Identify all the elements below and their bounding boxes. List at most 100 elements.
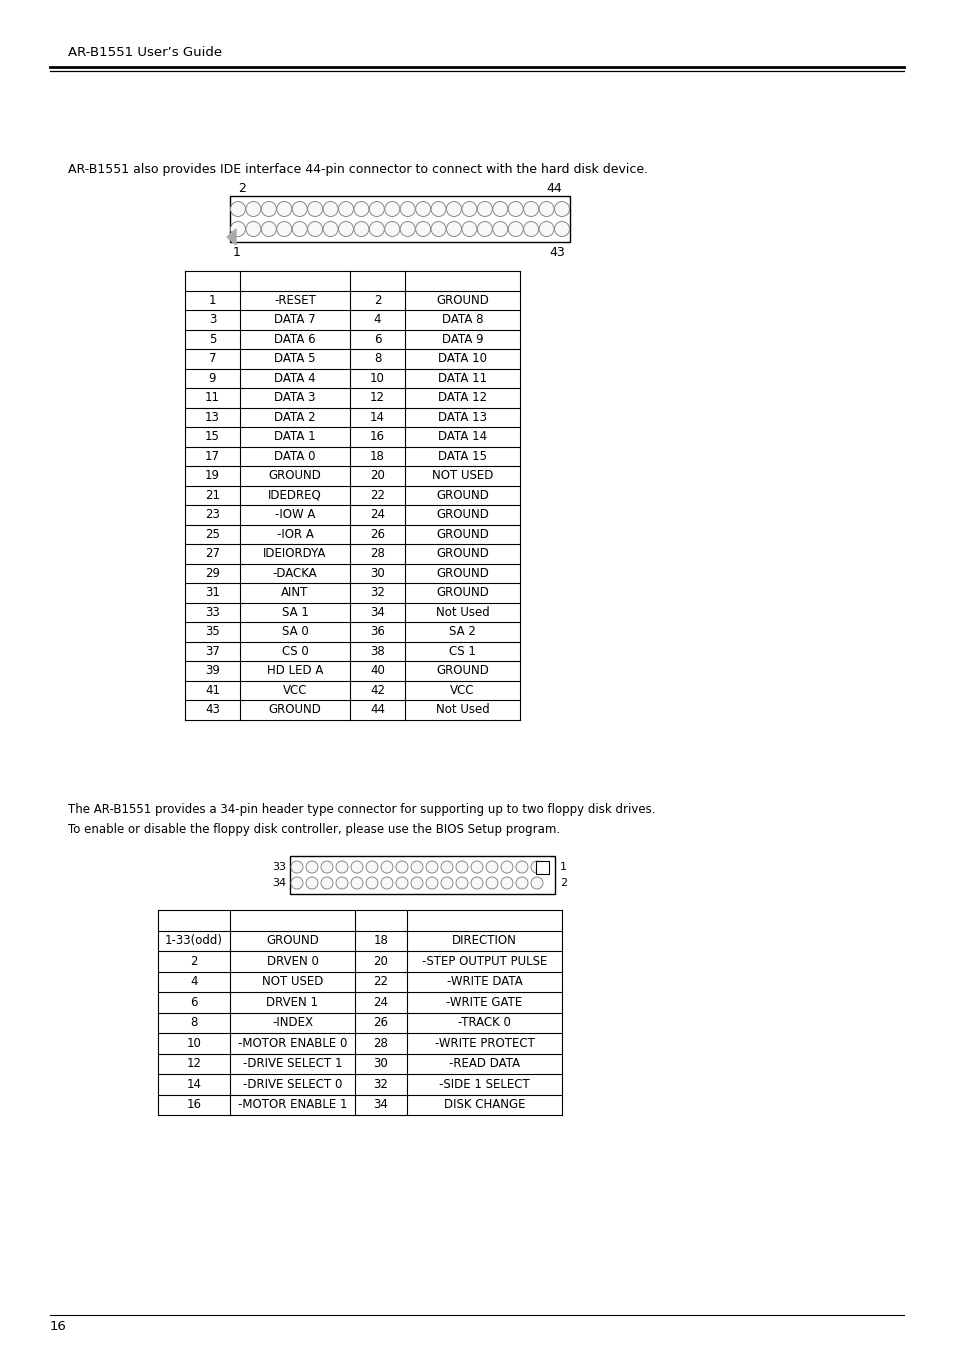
Text: 13: 13 [205,411,220,424]
Text: DRVEN 0: DRVEN 0 [266,955,318,967]
Text: GROUND: GROUND [269,469,321,482]
Circle shape [335,861,348,873]
Text: GROUND: GROUND [436,489,489,501]
Circle shape [523,201,538,216]
Circle shape [306,861,317,873]
Text: 16: 16 [186,1098,201,1112]
Text: 43: 43 [549,246,564,258]
Circle shape [538,201,554,216]
Circle shape [384,201,399,216]
Text: DATA 2: DATA 2 [274,411,315,424]
Circle shape [369,222,384,236]
Text: GROUND: GROUND [269,704,321,716]
Circle shape [306,877,317,889]
Circle shape [291,861,303,873]
Text: CS 1: CS 1 [449,644,476,658]
Text: IDEDREQ: IDEDREQ [268,489,321,501]
Circle shape [338,201,354,216]
Text: 20: 20 [374,955,388,967]
Text: 30: 30 [374,1058,388,1070]
Circle shape [400,201,415,216]
Circle shape [380,861,393,873]
Circle shape [276,222,292,236]
Circle shape [395,861,408,873]
Text: DATA 6: DATA 6 [274,332,315,346]
Text: 17: 17 [205,450,220,463]
Text: 36: 36 [370,626,384,638]
Text: GROUND: GROUND [436,665,489,677]
Circle shape [476,201,492,216]
Text: DATA 14: DATA 14 [437,430,487,443]
Text: 33: 33 [205,605,219,619]
Text: 9: 9 [209,372,216,385]
Circle shape [538,222,554,236]
Text: GROUND: GROUND [436,528,489,540]
Text: DATA 9: DATA 9 [441,332,483,346]
Text: 8: 8 [374,353,381,365]
Circle shape [338,222,354,236]
Circle shape [471,877,482,889]
Text: 22: 22 [370,489,385,501]
Text: 1: 1 [559,862,566,871]
Text: 22: 22 [374,975,388,988]
Text: -WRITE DATA: -WRITE DATA [446,975,522,988]
Text: 34: 34 [370,605,384,619]
Text: 31: 31 [205,586,220,600]
Text: -TRACK 0: -TRACK 0 [457,1016,511,1029]
Text: DATA 13: DATA 13 [437,411,486,424]
Text: -SIDE 1 SELECT: -SIDE 1 SELECT [438,1078,529,1090]
Text: 6: 6 [374,332,381,346]
Text: 14: 14 [186,1078,201,1090]
Circle shape [471,861,482,873]
Text: 1: 1 [233,246,240,258]
Text: Not Used: Not Used [436,605,489,619]
Text: 4: 4 [374,313,381,326]
Text: DATA 10: DATA 10 [437,353,486,365]
Text: 34: 34 [272,878,286,888]
Text: GROUND: GROUND [436,293,489,307]
Circle shape [493,201,507,216]
Circle shape [335,877,348,889]
Text: SA 0: SA 0 [281,626,308,638]
Bar [290,857,555,894]
Text: 1: 1 [209,293,216,307]
Circle shape [292,222,307,236]
Text: DATA 4: DATA 4 [274,372,315,385]
Text: 18: 18 [374,935,388,947]
Text: 16: 16 [370,430,385,443]
Text: 40: 40 [370,665,384,677]
Text: GROUND: GROUND [436,567,489,580]
Circle shape [411,877,422,889]
Text: SA 2: SA 2 [449,626,476,638]
Text: -INDEX: -INDEX [272,1016,313,1029]
Circle shape [261,222,276,236]
Circle shape [416,222,430,236]
Circle shape [354,201,369,216]
Text: -IOW A: -IOW A [274,508,314,521]
Text: 10: 10 [370,372,384,385]
Circle shape [246,201,261,216]
Circle shape [323,222,337,236]
Text: 38: 38 [370,644,384,658]
Circle shape [485,877,497,889]
Text: 37: 37 [205,644,220,658]
Text: 2: 2 [374,293,381,307]
Text: 41: 41 [205,684,220,697]
Text: DATA 11: DATA 11 [437,372,487,385]
Circle shape [411,861,422,873]
Circle shape [323,201,337,216]
Circle shape [508,201,522,216]
Circle shape [354,222,369,236]
Circle shape [261,201,276,216]
Text: -RESET: -RESET [274,293,315,307]
Text: The AR-B1551 provides a 34-pin header type connector for supporting up to two fl: The AR-B1551 provides a 34-pin header ty… [68,804,655,816]
Circle shape [531,877,542,889]
Text: CS 0: CS 0 [281,644,308,658]
Circle shape [554,222,569,236]
Text: 2: 2 [559,878,566,888]
Text: 14: 14 [370,411,385,424]
Circle shape [508,222,522,236]
Circle shape [516,861,527,873]
Text: -MOTOR ENABLE 0: -MOTOR ENABLE 0 [237,1036,347,1050]
Text: VCC: VCC [282,684,307,697]
